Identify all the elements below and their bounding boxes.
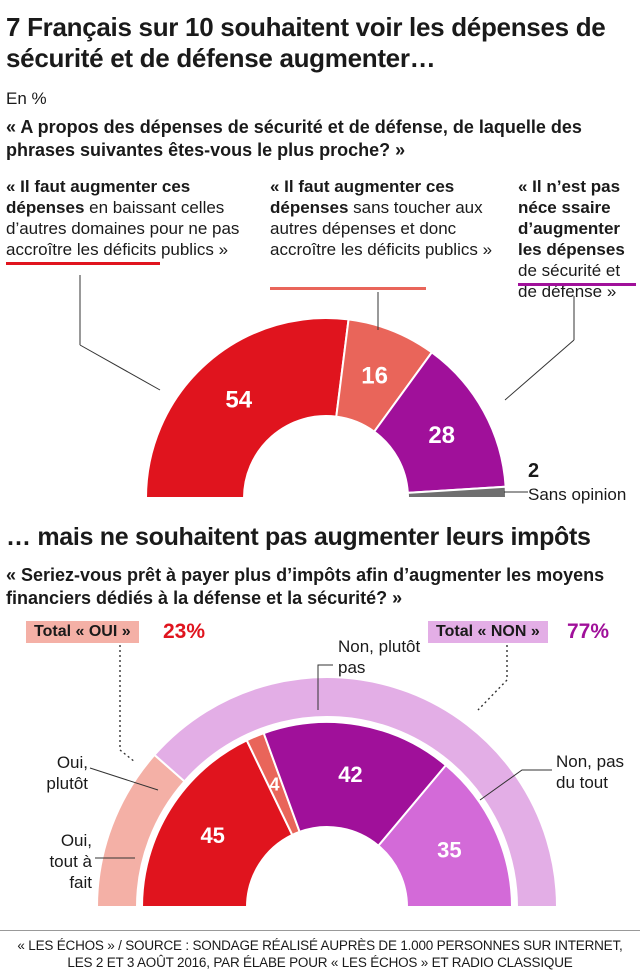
total-oui-badge: Total « OUI » — [26, 621, 139, 643]
leader-oui-plutot — [89, 767, 159, 791]
answer-2-bold: « Il faut augmenter ces dépenses — [270, 177, 455, 217]
answer-2-label: « Il faut augmenter ces dépenses sans to… — [270, 176, 505, 260]
total-non-badge: Total « NON » — [428, 621, 548, 643]
chart-1-slice-4 — [406, 485, 508, 499]
page-title: 7 Français sur 10 souhaitent voir les dé… — [6, 12, 606, 73]
answer-3-bold: « Il n’est pas néce ssaire d’augmenter l… — [518, 177, 625, 259]
answer-1-rest: en baissant celles d’autres domaines pou… — [6, 198, 240, 259]
answer-2-rest: sans toucher aux autres dépenses et donc… — [270, 198, 493, 259]
footer-source: « LES ÉCHOS » / SOURCE : SONDAGE RÉALISÉ… — [17, 938, 623, 970]
label-oui-plutot: Oui, plutôt — [46, 753, 88, 793]
question-1: « A propos des dépenses de sécurité et d… — [6, 117, 582, 160]
total-oui-value: 23% — [163, 620, 206, 643]
question-2: « Seriez-vous prêt à payer plus d’impôts… — [6, 565, 605, 608]
label-non-plutot-pas: Non, plutôt pas — [338, 637, 421, 677]
chart-1-svg: 54 16 28 — [79, 275, 575, 499]
chart-1-slice-1 — [144, 317, 350, 499]
answer-1-bold: « Il faut augmenter ces dépenses — [6, 177, 191, 217]
leader-non-plutot-pas — [317, 664, 333, 710]
leader-non-pas-du-tout — [479, 769, 552, 801]
chart-2-value-label-1: 45 — [200, 823, 224, 848]
answer-3-label: « Il n’est pas néce ssaire d’augmenter l… — [518, 176, 638, 302]
leader-total-oui — [119, 645, 136, 763]
label-non-pas-du-tout: Non, pas du tout — [556, 752, 625, 792]
chart-1-slice-3 — [372, 350, 507, 494]
leader-1b — [79, 344, 161, 391]
answer-3-underline — [518, 283, 636, 286]
unit-label: En % — [6, 89, 47, 108]
chart-2-ring-slice-2 — [153, 676, 559, 908]
section-subtitle: … mais ne souhaitent pas augmenter leurs… — [6, 523, 591, 551]
chart-1-value-label-1: 54 — [225, 386, 252, 413]
total-non-value: 77% — [567, 620, 610, 643]
chart-2-slice-4 — [377, 763, 514, 908]
chart-1-slices: 54 16 28 — [144, 317, 508, 499]
chart-2-slice-1 — [140, 738, 294, 908]
chart-1-value-label-2: 16 — [361, 363, 388, 390]
answer-1-underline — [6, 262, 160, 265]
leader-total-non — [477, 645, 508, 711]
leader-3b — [504, 339, 575, 401]
chart-2-svg: 45 4 42 35 — [89, 645, 559, 908]
answer-3-rest: de sécurité et de défense » — [518, 261, 621, 301]
footer-divider — [0, 930, 640, 931]
answer-2-underline — [270, 287, 426, 290]
chart-2-value-label-2: 4 — [270, 774, 280, 794]
chart-2-value-label-3: 42 — [338, 762, 362, 787]
chart-2-slices: 45 4 42 35 — [95, 676, 559, 908]
chart-2-slice-3 — [262, 721, 448, 848]
sans-opinion-label: Sans opinion — [528, 485, 627, 504]
answer-1-label: « Il faut augmenter ces dépenses en bais… — [6, 176, 256, 260]
chart-1-value-label-3: 28 — [428, 422, 455, 449]
sans-opinion-value: 2 — [528, 460, 540, 482]
label-oui-tout-a-fait: Oui, tout à fait — [49, 831, 92, 892]
chart-2-value-label-4: 35 — [437, 838, 461, 863]
